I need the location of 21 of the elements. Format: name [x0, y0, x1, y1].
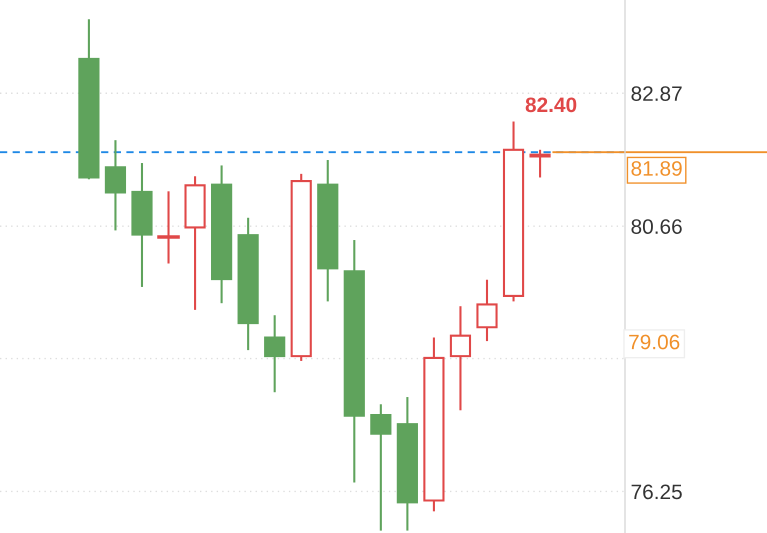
- candlestick: [104, 139, 126, 232]
- candlestick: [317, 158, 338, 302]
- candlestick: [423, 336, 445, 512]
- candlestick: [344, 238, 365, 484]
- candlestick: [184, 175, 206, 311]
- candlestick: [211, 164, 232, 304]
- y-tick-label: 80.66: [631, 219, 682, 234]
- candlestick: [450, 305, 472, 412]
- candlestick: [290, 172, 312, 362]
- y-tick-label: 76.25: [632, 484, 682, 500]
- ref-line-label: 81.89: [631, 161, 682, 176]
- annotation: 82.40: [526, 97, 576, 112]
- candlestick: [476, 278, 498, 342]
- candlestick: [131, 162, 153, 288]
- candlestick: [264, 314, 286, 394]
- text: 79.06: [629, 334, 680, 350]
- candlestick: [238, 216, 259, 352]
- y-tick-label: 82.87: [631, 86, 682, 101]
- candlestick: [370, 403, 392, 532]
- candlestick: [396, 396, 418, 532]
- candlestick: [157, 190, 180, 265]
